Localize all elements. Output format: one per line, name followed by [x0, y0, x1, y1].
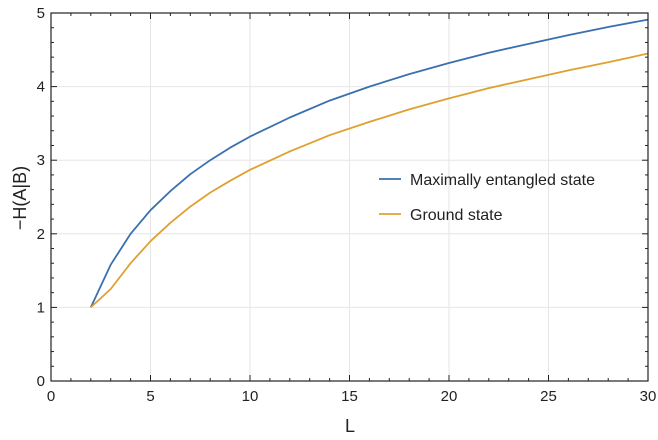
- y-tick-label: 4: [37, 79, 45, 96]
- series-line-1: [89, 18, 649, 308]
- x-tick-label: 30: [640, 388, 657, 405]
- legend-label-1: Maximally entangled state: [410, 172, 595, 189]
- legend: Maximally entangled state Ground state: [379, 172, 595, 224]
- y-tick-label: 1: [37, 299, 45, 316]
- x-tick-label: 20: [441, 388, 458, 405]
- series-group: [89, 18, 649, 309]
- y-tick-label: 5: [37, 5, 45, 22]
- x-tick-label: 0: [47, 388, 55, 405]
- series-line-2: [90, 52, 649, 309]
- legend-label-2: Ground state: [410, 207, 503, 224]
- y-axis-label: −H(A|B): [10, 166, 30, 230]
- x-tick-label: 5: [146, 388, 154, 405]
- grid: [50, 12, 649, 382]
- x-axis-label: L: [345, 416, 355, 436]
- x-tick-label: 10: [242, 388, 259, 405]
- y-tick-label: 3: [37, 152, 45, 169]
- x-tick-label: 15: [341, 388, 358, 405]
- x-tick-label: 25: [540, 388, 557, 405]
- y-tick-label: 2: [37, 226, 45, 243]
- ticks-group: 0 5 10 15 20 25 30 0 1 2 3 4 5: [37, 5, 657, 405]
- y-tick-label: 0: [37, 373, 45, 390]
